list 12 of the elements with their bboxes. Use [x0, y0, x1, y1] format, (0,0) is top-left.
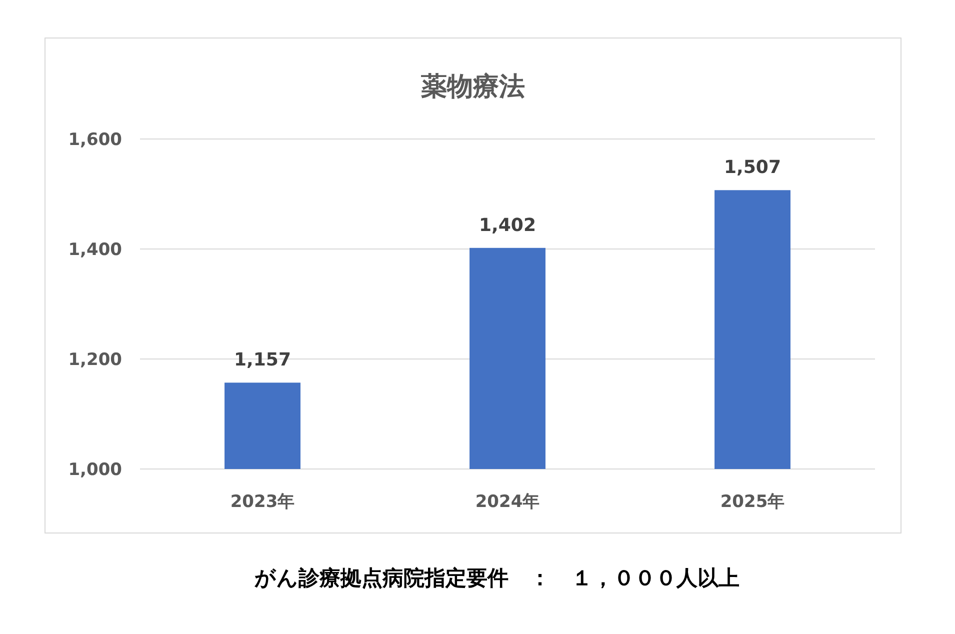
- x-tick-label: 2024年: [475, 492, 540, 512]
- y-tick-label: 1,400: [68, 240, 122, 260]
- y-tick-label: 1,600: [68, 130, 122, 150]
- x-tick-label: 2025年: [720, 492, 785, 512]
- data-label: 1,157: [234, 350, 291, 371]
- y-tick-label: 1,000: [68, 460, 122, 480]
- data-label: 1,507: [724, 157, 781, 178]
- chart-title: 薬物療法: [420, 72, 525, 102]
- y-tick-label: 1,200: [68, 350, 122, 370]
- text: がん診療拠点病院指定要件 ： １，０００人以上: [254, 566, 740, 590]
- data-label: 1,402: [479, 214, 536, 236]
- x-tick-label: 2023年: [230, 492, 295, 512]
